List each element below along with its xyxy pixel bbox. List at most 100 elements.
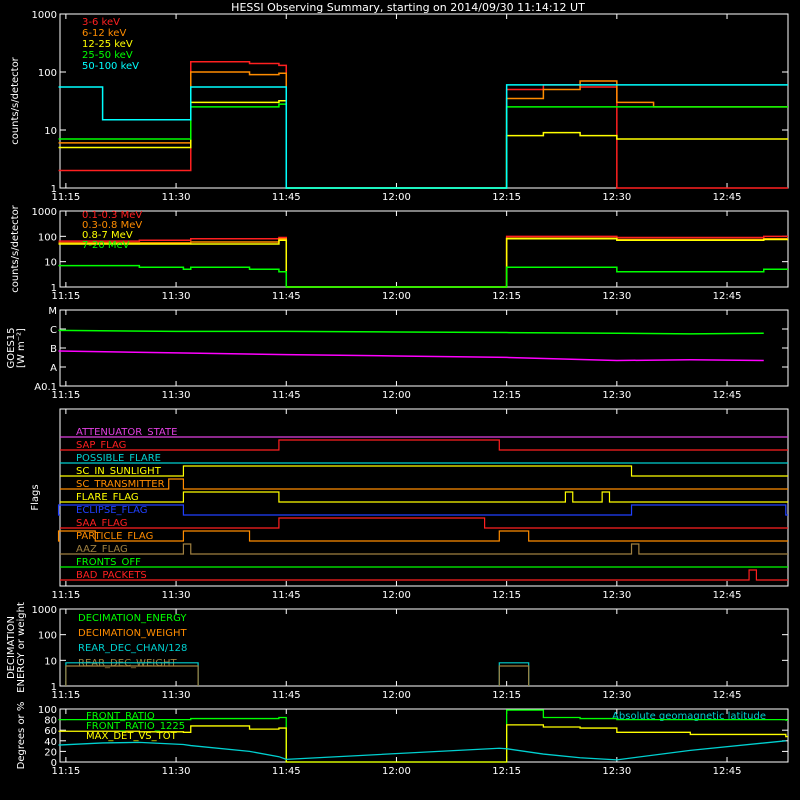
- x-tick-label: 12:00: [382, 192, 411, 203]
- flag-line: [57, 530, 788, 542]
- y-tick-label: 1000: [32, 207, 57, 218]
- y-tick-label: B: [50, 344, 57, 355]
- flag-label: BAD_PACKETS: [76, 570, 147, 581]
- y-tick-label: 80: [44, 716, 57, 727]
- x-tick-label: 11:30: [162, 690, 191, 701]
- panel-frame: [59, 13, 789, 189]
- x-tick-label: 12:45: [713, 590, 742, 601]
- flag-line: [60, 491, 788, 503]
- x-tick-label: 11:45: [272, 192, 301, 203]
- x-tick-label: 11:30: [162, 590, 191, 601]
- legend-entry: 0.1-0.3 MeV: [82, 210, 142, 221]
- flag-label: FLARE_FLAG: [76, 492, 139, 503]
- legend-entry: 0.8-7 MeV: [82, 230, 133, 241]
- y-tick-label: 1000: [32, 10, 57, 21]
- y-axis-label: ENERGY or weight: [16, 602, 27, 693]
- x-tick-label: 11:45: [272, 766, 301, 777]
- x-tick-label: 11:45: [272, 291, 301, 302]
- x-tick-label: 11:45: [272, 690, 301, 701]
- flag-line: [60, 465, 788, 477]
- x-tick-label: 12:00: [382, 390, 411, 401]
- flag-label: SAP_FLAG: [76, 440, 126, 451]
- series-line-0: [58, 61, 788, 189]
- y-tick-label: A0.1: [34, 382, 57, 393]
- y-tick-label: 10: [44, 258, 57, 269]
- panel-frame: [59, 210, 789, 288]
- legend-entry: 7-20 MeV: [82, 240, 130, 251]
- y-axis-label: DECIMATION: [6, 616, 17, 679]
- goes-line-0: [58, 329, 764, 335]
- x-tick-label: 12:45: [713, 766, 742, 777]
- x-tick-label: 12:30: [602, 390, 631, 401]
- y-tick-label: 100: [38, 68, 57, 79]
- y-tick-label: 1: [51, 682, 57, 693]
- legend-entry: 25-50 keV: [82, 50, 133, 61]
- series-line-3: [58, 103, 788, 189]
- y-axis-label: counts/s/detector: [10, 204, 21, 292]
- flag-label: AAZ_FLAG: [76, 544, 128, 555]
- y-axis-label: counts/s/detector: [10, 56, 21, 144]
- x-tick-label: 11:15: [51, 766, 80, 777]
- ratio-line-2: [58, 724, 788, 763]
- series-line-2: [58, 238, 788, 288]
- legend-entry: REAR_DEC_CHAN/128: [78, 643, 187, 654]
- series-line-3: [58, 264, 788, 288]
- y-axis-label: [W m⁻²]: [16, 328, 27, 368]
- x-tick-label: 11:15: [51, 291, 80, 302]
- flag-label: SAA_FLAG: [76, 518, 127, 529]
- x-tick-label: 11:45: [272, 590, 301, 601]
- y-tick-label: A: [50, 363, 57, 374]
- x-tick-label: 12:30: [602, 590, 631, 601]
- figure-title: HESSI Observing Summary, starting on 201…: [231, 1, 585, 14]
- y-tick-label: 1: [51, 184, 57, 195]
- flag-label: SC_IN_SUNLIGHT: [76, 466, 162, 477]
- flag-line: [60, 543, 788, 555]
- x-tick-label: 12:15: [492, 766, 521, 777]
- x-tick-label: 12:30: [602, 766, 631, 777]
- flag-line: [57, 504, 788, 516]
- decimation-box: [65, 665, 199, 686]
- y-tick-label: 100: [38, 232, 57, 243]
- y-axis-label: Flags: [30, 484, 41, 510]
- x-tick-label: 11:30: [162, 390, 191, 401]
- legend-entry: REAR_DEC_WEIGHT: [78, 658, 177, 669]
- y-tick-label: C: [50, 325, 57, 336]
- legend-entry: 12-25 keV: [82, 39, 133, 50]
- series-line-4: [58, 84, 788, 189]
- legend-entry: FRONT_RATIO: [86, 711, 155, 722]
- x-tick-label: 11:15: [51, 590, 80, 601]
- ratio-line-3: [58, 740, 786, 761]
- x-tick-label: 12:00: [382, 690, 411, 701]
- x-tick-label: 12:45: [713, 192, 742, 203]
- x-tick-label: 11:45: [272, 390, 301, 401]
- goes-line-1: [58, 350, 764, 362]
- y-tick-label: 10: [44, 126, 57, 137]
- legend-entry: 0.3-0.8 MeV: [82, 220, 142, 231]
- annotation: Absolute geomagnetic latitude: [612, 711, 766, 722]
- y-tick-label: 60: [44, 726, 57, 737]
- y-axis-label: GOES15: [6, 327, 17, 368]
- x-tick-label: 11:15: [51, 390, 80, 401]
- y-tick-label: 100: [38, 705, 57, 716]
- legend-entry: FRONT_RATIO_1225: [86, 721, 185, 732]
- flag-line: [60, 439, 788, 451]
- series-line-2: [58, 99, 788, 189]
- decimation-box: [498, 665, 530, 686]
- flag-line: [60, 517, 788, 529]
- y-tick-label: 40: [44, 737, 57, 748]
- x-tick-label: 11:30: [162, 192, 191, 203]
- x-tick-label: 12:45: [713, 291, 742, 302]
- x-tick-label: 12:15: [492, 690, 521, 701]
- y-tick-label: 0: [51, 758, 57, 769]
- y-tick-label: 1000: [32, 605, 57, 616]
- y-tick-label: 100: [38, 631, 57, 642]
- x-tick-label: 11:15: [51, 690, 80, 701]
- flag-label: ATTENUATOR_STATE: [76, 427, 177, 438]
- y-axis-label: Degrees or %: [16, 702, 27, 770]
- x-tick-label: 12:45: [713, 390, 742, 401]
- panel-frame: [59, 309, 789, 387]
- x-tick-label: 11:30: [162, 766, 191, 777]
- series-line-1: [58, 237, 788, 288]
- legend-entry: 6-12 keV: [82, 28, 126, 39]
